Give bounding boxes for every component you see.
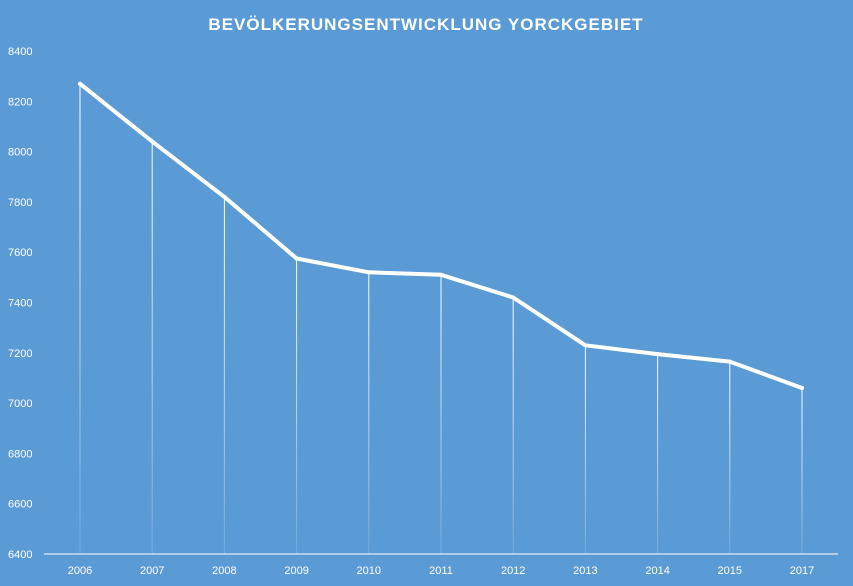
x-tick-label: 2012 bbox=[501, 565, 525, 577]
data-point bbox=[655, 352, 660, 357]
y-tick-label: 8400 bbox=[8, 46, 32, 58]
y-tick-label: 7400 bbox=[8, 298, 32, 310]
x-tick-label: 2014 bbox=[645, 565, 669, 577]
x-tick-label: 2009 bbox=[284, 565, 308, 577]
data-point bbox=[727, 359, 732, 364]
data-point bbox=[439, 272, 443, 277]
x-tick-label: 2006 bbox=[68, 565, 92, 577]
data-point bbox=[511, 295, 516, 300]
drop-line bbox=[296, 258, 298, 554]
x-tick-label: 2015 bbox=[718, 565, 742, 577]
y-tick-label: 7800 bbox=[8, 197, 32, 209]
drop-line bbox=[584, 345, 586, 554]
x-tick-label: 2011 bbox=[429, 565, 453, 577]
chart-title: BEVÖLKERUNGSENTWICKLUNG YORCKGEBIET bbox=[208, 15, 643, 34]
data-point bbox=[222, 194, 227, 199]
y-tick-label: 6800 bbox=[8, 448, 32, 460]
x-axis-tick-labels: 2006 2007 2008 2009 2010 2011 2012 2013 2014 2015… bbox=[68, 565, 814, 577]
data-point bbox=[78, 81, 82, 86]
data-point bbox=[800, 386, 804, 391]
x-tick-label: 2008 bbox=[212, 565, 236, 577]
y-tick-label: 8000 bbox=[8, 147, 32, 159]
drop-line bbox=[151, 141, 153, 555]
drop-line bbox=[79, 83, 81, 554]
x-tick-label: 2007 bbox=[140, 565, 164, 577]
y-tick-label: 8200 bbox=[8, 96, 32, 108]
x-tick-label: 2013 bbox=[573, 565, 597, 577]
drop-line bbox=[801, 388, 803, 554]
series-group bbox=[78, 81, 804, 391]
drop-line bbox=[512, 297, 514, 554]
y-tick-label: 7600 bbox=[8, 247, 32, 259]
drop-line bbox=[440, 274, 442, 554]
y-tick-label: 6400 bbox=[8, 549, 32, 561]
drop-lines bbox=[79, 83, 803, 555]
drop-line bbox=[368, 272, 370, 554]
data-point bbox=[150, 139, 155, 144]
y-tick-label: 7000 bbox=[8, 398, 32, 410]
y-tick-label: 6600 bbox=[8, 499, 32, 511]
x-tick-label: 2017 bbox=[790, 565, 814, 577]
data-point bbox=[366, 270, 371, 275]
y-axis-tick-labels: 6400 6600 6800 7000 7200 7400 7600 7800 8000 8200… bbox=[8, 46, 32, 561]
drop-line bbox=[657, 354, 659, 554]
x-tick-label: 2010 bbox=[357, 565, 381, 577]
drop-line bbox=[729, 361, 731, 554]
drop-line bbox=[223, 196, 225, 554]
data-point bbox=[294, 256, 299, 261]
y-tick-label: 7200 bbox=[8, 348, 32, 360]
data-point bbox=[583, 343, 588, 348]
